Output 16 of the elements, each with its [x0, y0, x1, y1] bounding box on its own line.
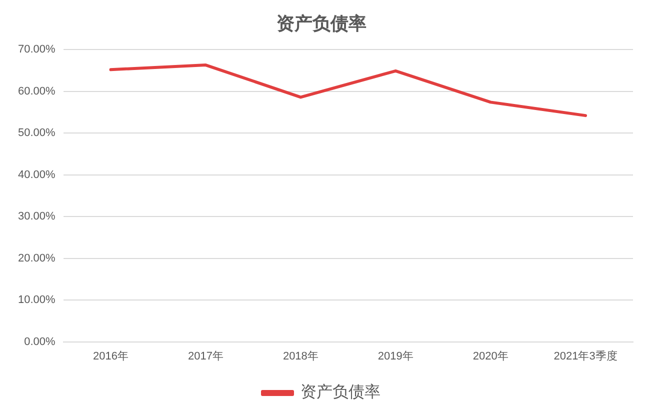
- y-tick-label: 50.00%: [18, 127, 56, 140]
- chart-title: 资产负债率: [276, 13, 366, 34]
- y-tick-label: 30.00%: [18, 210, 56, 223]
- x-tick-label: 2016年: [93, 350, 129, 362]
- y-tick-label: 40.00%: [18, 168, 56, 181]
- y-tick-label: 20.00%: [18, 252, 56, 264]
- y-tick-label: 0.00%: [24, 336, 56, 348]
- y-tick-label: 10.00%: [18, 294, 56, 306]
- y-tick-label: 60.00%: [18, 85, 56, 98]
- x-tick-label: 2017年: [188, 350, 224, 362]
- x-tick-label: 2021年3季度: [554, 349, 618, 362]
- legend-label: 资产负债率: [300, 382, 380, 402]
- y-tick-label: 70.00%: [18, 44, 56, 56]
- x-tick-label: 2020年: [472, 350, 508, 362]
- x-tick-label: 2019年: [378, 350, 414, 362]
- x-tick-label: 2018年: [282, 350, 318, 362]
